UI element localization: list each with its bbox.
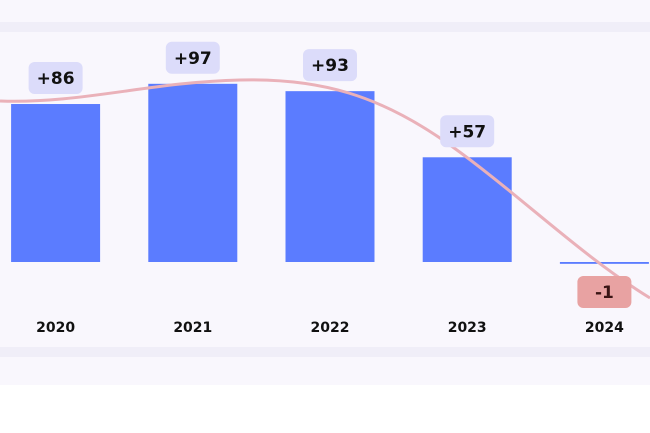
bar: [11, 104, 101, 262]
x-tick-label: 2020: [36, 320, 75, 336]
value-label: +86: [37, 69, 75, 89]
bottom-band: [0, 347, 650, 357]
value-label: +93: [311, 56, 349, 76]
trend-curve: [0, 78, 650, 300]
bar: [148, 83, 238, 262]
value-label: -1: [595, 283, 614, 303]
value-label-bg: [303, 49, 357, 82]
bars: [11, 83, 649, 264]
bar: [285, 91, 375, 262]
value-label: +97: [174, 49, 212, 69]
x-tick-label: 2023: [448, 320, 487, 336]
x-tick-label: 2024: [585, 320, 624, 336]
value-label-bg: [577, 276, 632, 308]
top-band: [0, 22, 650, 32]
bar: [422, 157, 512, 262]
x-tick-label: 2022: [311, 320, 350, 336]
value-label-bg: [440, 115, 495, 148]
labels: 2020 +86 2021 +97 2022 +93 2023 +57 2024 -1: [28, 41, 632, 336]
bar: [559, 262, 649, 264]
value-label: +57: [448, 122, 486, 142]
x-tick-label: 2021: [173, 320, 212, 336]
value-label-bg: [165, 41, 220, 74]
value-label-bg: [28, 62, 83, 95]
